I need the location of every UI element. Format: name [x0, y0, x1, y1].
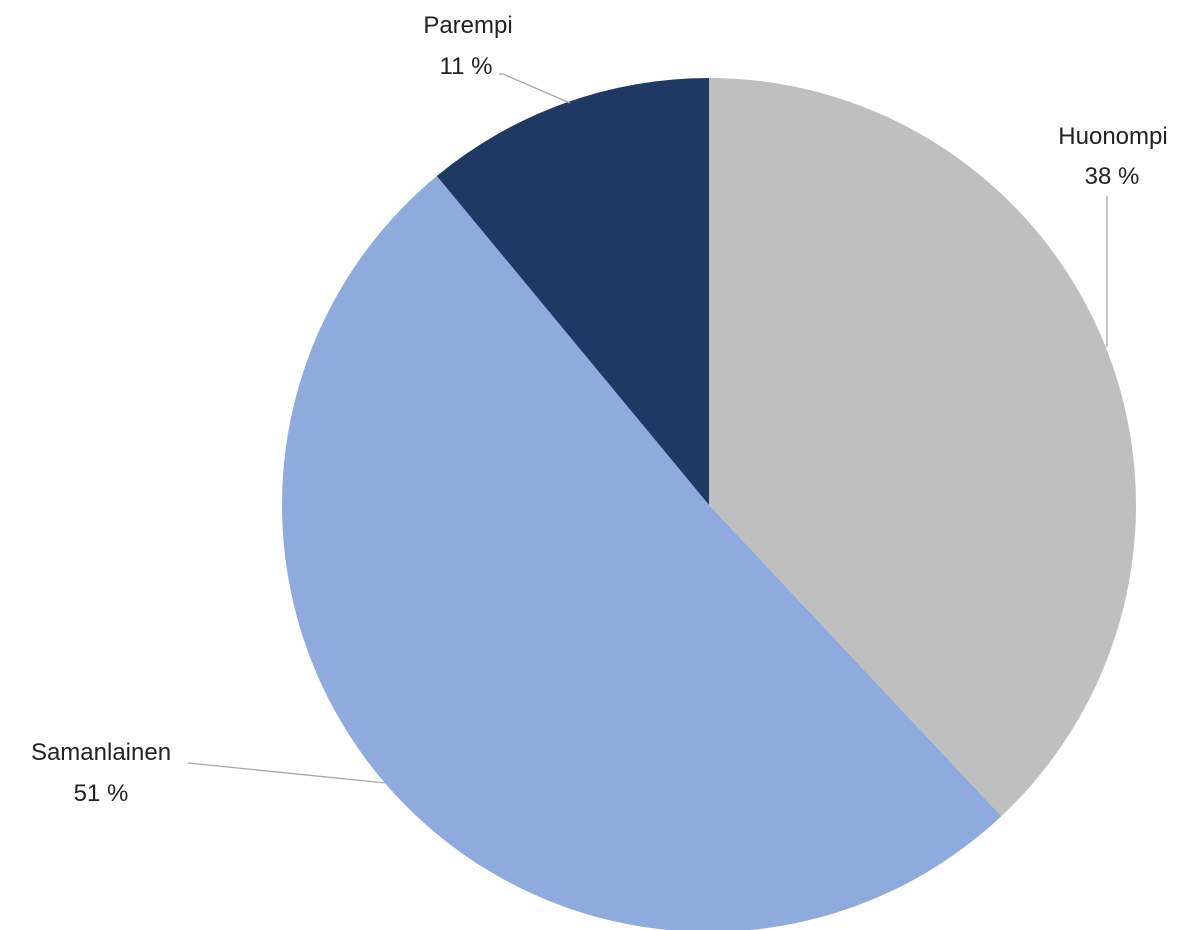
slice-label-huonompi-name: Huonompi [1058, 123, 1167, 150]
leader-line-samanlainen [187, 762, 387, 784]
leader-line-parempi [502, 73, 571, 104]
pie-slice-parempi [436, 78, 709, 505]
slice-label-samanlainen-value: 51 % [74, 780, 129, 807]
leader-lines [187, 73, 1108, 784]
slice-label-huonompi-value: 38 % [1085, 163, 1140, 190]
slice-label-parempi-name: Parempi [423, 12, 512, 39]
slice-labels: Huonompi 38 % Samanlainen 51 % Parempi 1… [31, 12, 1168, 807]
pie-slice-huonompi [709, 78, 1136, 817]
pie-slice-samanlainen [281, 175, 1002, 930]
slice-label-samanlainen-name: Samanlainen [31, 739, 171, 766]
pie-slices [281, 78, 1136, 930]
slice-label-parempi-value: 11 % [440, 53, 493, 80]
